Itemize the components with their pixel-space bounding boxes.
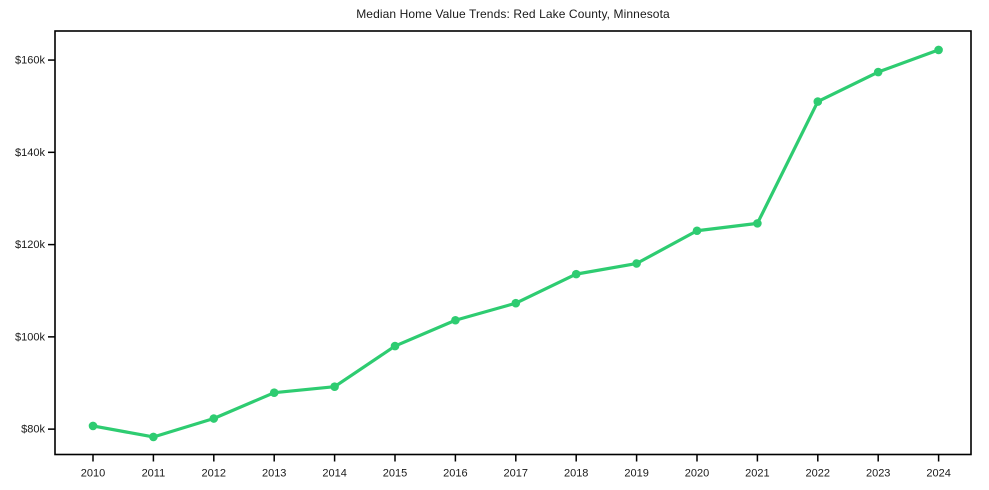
y-axis-tick-label: $80k (21, 424, 45, 436)
data-point-2023 (873, 67, 883, 77)
y-axis-tick-label: $140k (15, 147, 45, 159)
x-axis-tick-label: 2020 (685, 468, 709, 480)
x-axis-tick-label: 2014 (322, 468, 346, 480)
data-point-2020 (692, 226, 702, 236)
data-point-2022 (813, 97, 823, 106)
x-axis-tick-label: 2022 (806, 468, 830, 480)
data-point-2019 (632, 259, 641, 268)
x-axis-tick-label: 2016 (443, 468, 467, 480)
chart-title: Median Home Value Trends: Red Lake Count… (356, 7, 670, 21)
data-point-2012 (209, 414, 219, 423)
x-axis-tick-label: 2021 (745, 468, 769, 480)
data-point-2013 (269, 388, 279, 397)
data-point-2015 (390, 341, 400, 351)
x-axis-tick-label: 2018 (564, 468, 588, 480)
data-point-2021 (753, 219, 762, 228)
x-axis-tick-label: 2017 (504, 468, 528, 480)
x-axis-tick-label: 2011 (142, 468, 166, 480)
x-axis-tick-label: 2012 (202, 468, 226, 480)
x-axis-tick-label: 2010 (81, 468, 105, 480)
x-axis-tick-label: 2015 (383, 468, 407, 480)
x-axis-tick-label: 2024 (926, 468, 950, 480)
data-point-2011 (149, 432, 158, 442)
y-axis-tick-label: $120k (15, 239, 45, 251)
x-axis-tick-label: 2019 (624, 468, 648, 480)
data-point-2018 (571, 269, 581, 279)
data-point-2024 (934, 45, 943, 55)
data-point-2010 (88, 421, 98, 431)
y-axis-tick-label: $160k (15, 55, 45, 67)
data-point-2016 (451, 315, 460, 325)
x-axis-tick-label: 2013 (262, 468, 286, 480)
x-axis-tick-label: 2023 (866, 468, 890, 480)
data-point-2014 (330, 382, 339, 391)
data-point-2017 (511, 298, 521, 308)
y-axis-tick-label: $100k (15, 331, 45, 343)
